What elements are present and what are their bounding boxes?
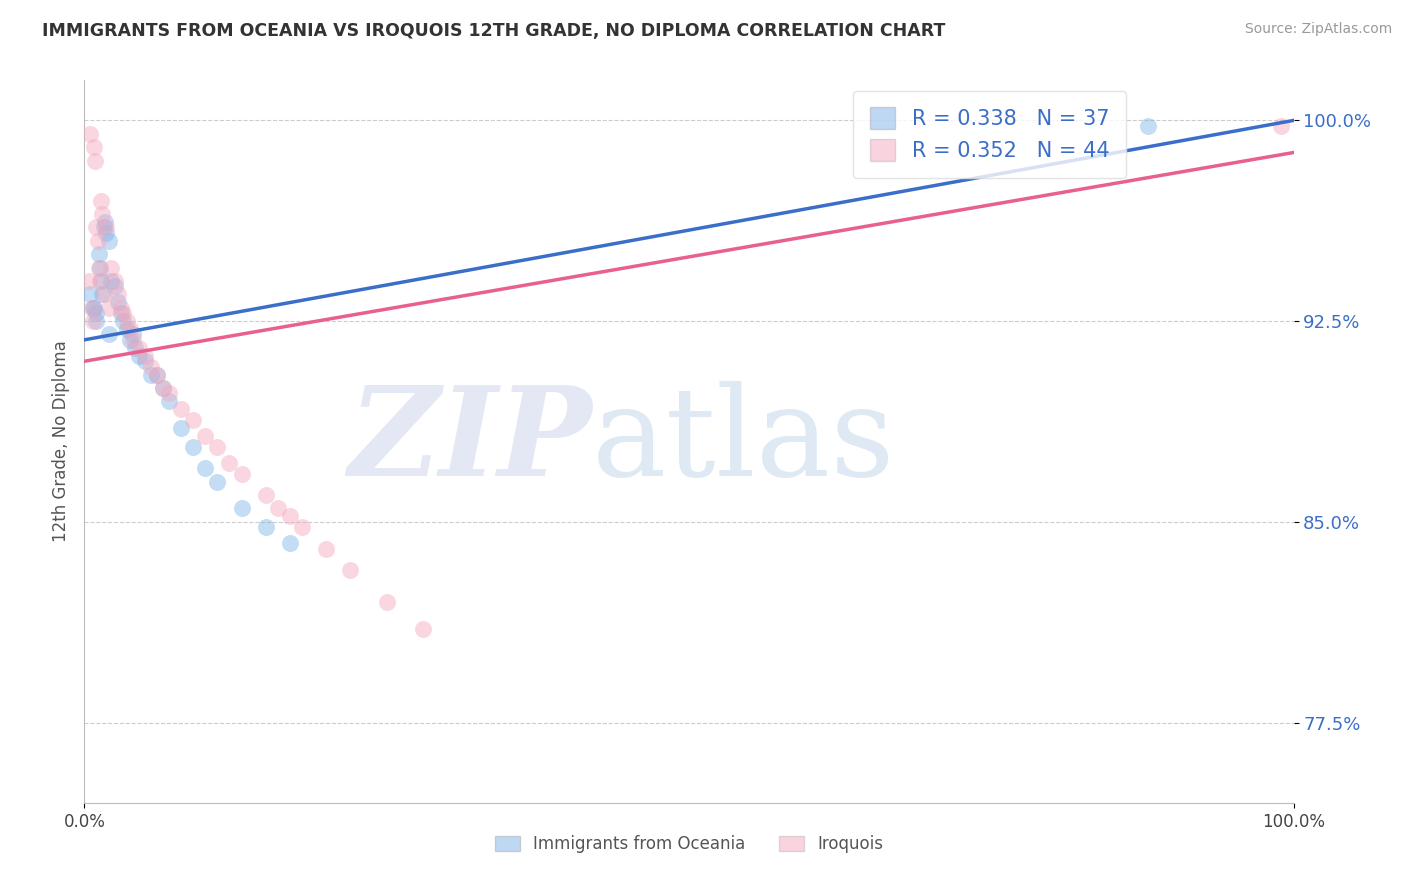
Point — [86, 314, 108, 328]
Point — [82, 301, 104, 315]
Y-axis label: 12th Grade, No Diploma: 12th Grade, No Diploma — [52, 341, 70, 542]
Point — [84, 153, 107, 168]
Point — [146, 368, 169, 382]
Point — [97, 234, 120, 248]
Point — [94, 220, 117, 235]
Point — [194, 429, 217, 443]
Point — [128, 349, 150, 363]
Text: ZIP: ZIP — [349, 381, 592, 502]
Point — [339, 563, 361, 577]
Point — [107, 287, 129, 301]
Point — [83, 140, 105, 154]
Point — [87, 260, 110, 275]
Point — [120, 333, 142, 347]
Point — [152, 381, 174, 395]
Point — [375, 595, 398, 609]
Point — [87, 247, 110, 261]
Point — [134, 354, 156, 368]
Point — [278, 536, 301, 550]
Point — [139, 368, 162, 382]
Text: IMMIGRANTS FROM OCEANIA VS IROQUOIS 12TH GRADE, NO DIPLOMA CORRELATION CHART: IMMIGRANTS FROM OCEANIA VS IROQUOIS 12TH… — [42, 22, 946, 40]
Point — [120, 322, 142, 336]
Point — [254, 520, 277, 534]
Point — [139, 359, 162, 374]
Point — [315, 541, 337, 556]
Point — [93, 287, 115, 301]
Point — [267, 501, 290, 516]
Point — [107, 295, 129, 310]
Point — [231, 501, 253, 516]
Point — [100, 274, 122, 288]
Point — [157, 386, 180, 401]
Point — [134, 349, 156, 363]
Point — [79, 127, 101, 141]
Point — [291, 520, 314, 534]
Point — [181, 413, 204, 427]
Point — [86, 234, 108, 248]
Point — [79, 287, 101, 301]
Point — [121, 327, 143, 342]
Text: atlas: atlas — [592, 381, 896, 502]
Point — [91, 207, 114, 221]
Point — [112, 306, 135, 320]
Point — [124, 341, 146, 355]
Point — [83, 301, 105, 315]
Point — [218, 456, 240, 470]
Point — [93, 220, 115, 235]
Point — [90, 274, 112, 288]
Point — [121, 333, 143, 347]
Point — [1137, 119, 1160, 133]
Point — [152, 381, 174, 395]
Point — [91, 287, 114, 301]
Point — [146, 368, 169, 382]
Point — [97, 327, 120, 342]
Point — [94, 215, 117, 229]
Point — [207, 440, 229, 454]
Point — [115, 322, 138, 336]
Point — [115, 314, 138, 328]
Point — [94, 226, 117, 240]
Point — [170, 421, 193, 435]
Point — [278, 509, 301, 524]
Point — [412, 622, 434, 636]
Point — [181, 440, 204, 454]
Text: Source: ZipAtlas.com: Source: ZipAtlas.com — [1244, 22, 1392, 37]
Point — [194, 461, 217, 475]
Point — [89, 260, 111, 275]
Point — [1270, 119, 1292, 133]
Point — [90, 194, 112, 208]
Point — [110, 306, 132, 320]
Point — [110, 301, 132, 315]
Point — [82, 314, 104, 328]
Point — [100, 260, 122, 275]
Point — [97, 301, 120, 315]
Point — [80, 301, 103, 315]
Point — [104, 274, 127, 288]
Point — [254, 488, 277, 502]
Legend: Immigrants from Oceania, Iroquois: Immigrants from Oceania, Iroquois — [488, 828, 890, 860]
Point — [207, 475, 229, 489]
Point — [231, 467, 253, 481]
Point — [104, 279, 127, 293]
Point — [86, 220, 108, 235]
Point — [157, 394, 180, 409]
Point — [128, 341, 150, 355]
Point — [170, 402, 193, 417]
Point — [112, 314, 135, 328]
Point — [86, 306, 108, 320]
Point — [77, 274, 100, 288]
Point — [89, 274, 111, 288]
